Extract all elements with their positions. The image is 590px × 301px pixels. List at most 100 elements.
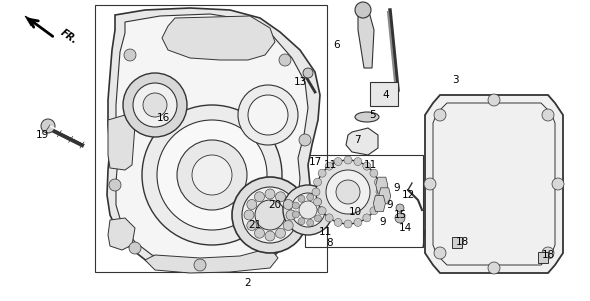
Circle shape <box>355 2 371 18</box>
Circle shape <box>552 178 564 190</box>
Text: 9: 9 <box>380 217 386 227</box>
Text: 21: 21 <box>248 220 261 230</box>
Circle shape <box>157 120 267 230</box>
Text: 9: 9 <box>386 200 394 210</box>
Polygon shape <box>162 16 275 60</box>
Bar <box>305 155 423 247</box>
Text: 19: 19 <box>35 130 48 140</box>
Text: 2: 2 <box>245 278 251 288</box>
Circle shape <box>434 247 446 259</box>
Circle shape <box>109 179 121 191</box>
Text: 8: 8 <box>327 238 333 248</box>
Polygon shape <box>379 188 391 204</box>
Circle shape <box>336 180 360 204</box>
Polygon shape <box>376 177 388 193</box>
Polygon shape <box>373 195 385 212</box>
Circle shape <box>283 221 293 231</box>
Text: 13: 13 <box>293 77 307 87</box>
Circle shape <box>363 162 371 170</box>
Circle shape <box>334 157 342 166</box>
Circle shape <box>375 178 382 186</box>
Text: 11: 11 <box>323 160 337 170</box>
Text: 4: 4 <box>383 90 389 100</box>
Polygon shape <box>358 8 374 68</box>
Text: 12: 12 <box>401 190 415 200</box>
Circle shape <box>133 83 177 127</box>
Circle shape <box>542 247 554 259</box>
Circle shape <box>375 198 382 206</box>
Circle shape <box>370 207 378 215</box>
Text: 18: 18 <box>542 250 555 260</box>
Bar <box>370 82 398 106</box>
Circle shape <box>316 160 380 224</box>
Text: 14: 14 <box>398 223 412 233</box>
Text: 18: 18 <box>455 237 468 247</box>
Circle shape <box>354 219 362 226</box>
Circle shape <box>307 219 314 226</box>
Circle shape <box>283 200 293 209</box>
Circle shape <box>307 194 314 201</box>
Circle shape <box>242 187 298 243</box>
Polygon shape <box>116 14 308 263</box>
Polygon shape <box>145 248 278 273</box>
Circle shape <box>279 234 291 246</box>
Text: 10: 10 <box>349 207 362 217</box>
Polygon shape <box>425 95 563 273</box>
Circle shape <box>312 188 320 196</box>
Text: 20: 20 <box>268 200 281 210</box>
Circle shape <box>344 220 352 228</box>
Circle shape <box>41 119 55 133</box>
Circle shape <box>376 188 384 196</box>
Polygon shape <box>346 128 378 155</box>
Polygon shape <box>107 8 320 272</box>
Circle shape <box>424 178 436 190</box>
Circle shape <box>255 200 285 230</box>
Circle shape <box>254 192 264 202</box>
Circle shape <box>303 68 313 78</box>
Circle shape <box>247 221 257 231</box>
Text: 17: 17 <box>309 157 322 167</box>
Circle shape <box>325 162 333 170</box>
Ellipse shape <box>355 112 379 122</box>
Circle shape <box>177 140 247 210</box>
Circle shape <box>318 207 326 215</box>
Circle shape <box>363 214 371 222</box>
Circle shape <box>283 185 333 235</box>
Circle shape <box>286 210 296 220</box>
Circle shape <box>354 157 362 166</box>
Text: 11: 11 <box>319 227 332 237</box>
Circle shape <box>238 85 298 145</box>
Text: 16: 16 <box>156 113 170 123</box>
Circle shape <box>276 228 286 238</box>
Circle shape <box>317 206 324 213</box>
Circle shape <box>248 95 288 135</box>
Circle shape <box>334 219 342 226</box>
Text: FR.: FR. <box>59 27 80 46</box>
Circle shape <box>291 193 325 227</box>
Text: 5: 5 <box>370 110 376 120</box>
Circle shape <box>318 169 326 177</box>
Circle shape <box>143 93 167 117</box>
Circle shape <box>124 49 136 61</box>
Polygon shape <box>108 115 135 170</box>
Circle shape <box>298 195 305 202</box>
Polygon shape <box>108 218 135 250</box>
Text: 9: 9 <box>394 183 400 193</box>
Circle shape <box>194 259 206 271</box>
Polygon shape <box>452 237 462 248</box>
Circle shape <box>265 189 275 199</box>
Circle shape <box>370 169 378 177</box>
Text: 3: 3 <box>452 75 458 85</box>
Circle shape <box>142 105 282 245</box>
Circle shape <box>344 156 352 164</box>
Circle shape <box>247 200 257 209</box>
Circle shape <box>123 73 187 137</box>
Circle shape <box>279 54 291 66</box>
Circle shape <box>299 201 317 219</box>
Circle shape <box>326 170 370 214</box>
Circle shape <box>298 218 305 225</box>
Polygon shape <box>538 252 548 263</box>
Circle shape <box>254 228 264 238</box>
Circle shape <box>244 210 254 220</box>
Circle shape <box>299 134 311 146</box>
